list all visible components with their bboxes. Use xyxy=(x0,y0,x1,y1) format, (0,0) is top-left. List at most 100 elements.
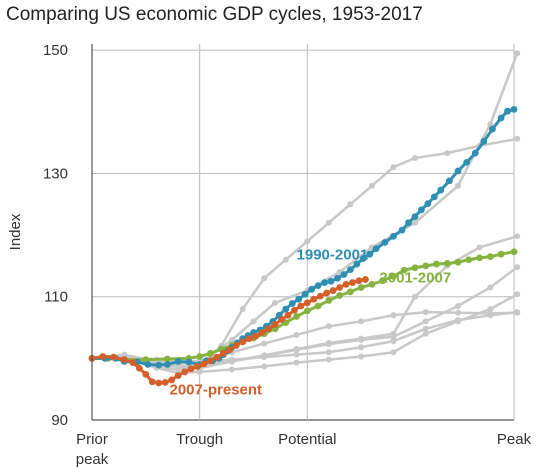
data-point-2007-present xyxy=(336,284,344,291)
data-point-2007-present xyxy=(110,353,117,361)
x-tick-label: Trough xyxy=(176,431,223,448)
series-label-1990-2001: 1990-2001 xyxy=(297,247,369,264)
data-point-1990-2001 xyxy=(144,361,152,368)
background-data-point xyxy=(325,349,332,356)
data-point-1990-2001 xyxy=(334,274,341,282)
data-point-2007-present xyxy=(168,376,176,384)
data-point-2001-2007 xyxy=(325,297,333,304)
background-data-point xyxy=(250,318,257,325)
background-data-point xyxy=(358,344,365,351)
data-point-2001-2007 xyxy=(411,264,419,272)
data-point-2007-present xyxy=(200,360,208,368)
data-point-1990-2001 xyxy=(418,206,425,214)
background-series xyxy=(89,50,521,377)
data-point-2007-present xyxy=(148,378,156,386)
data-point-1990-2001 xyxy=(346,266,354,273)
background-data-point xyxy=(514,233,521,240)
data-point-2007-present xyxy=(155,379,163,387)
y-tick-label: 90 xyxy=(51,412,68,429)
data-point-1990-2001 xyxy=(471,149,479,157)
data-point-1990-2001 xyxy=(327,277,335,285)
background-data-point xyxy=(261,340,268,347)
data-point-1990-2001 xyxy=(359,255,367,262)
data-point-1990-2001 xyxy=(430,193,438,201)
background-data-point xyxy=(196,368,203,375)
data-point-1990-2001 xyxy=(295,295,303,303)
data-point-2007-present xyxy=(278,316,285,323)
chart-title: Comparing US economic GDP cycles, 1953-2… xyxy=(6,4,423,25)
background-data-point xyxy=(347,201,354,208)
background-data-point xyxy=(455,309,462,316)
data-point-2001-2007 xyxy=(400,266,408,274)
data-point-2007-present xyxy=(329,287,337,294)
background-data-point xyxy=(293,359,300,366)
background-data-point xyxy=(487,284,494,291)
data-point-1990-2001 xyxy=(308,285,316,293)
background-data-point xyxy=(282,256,289,263)
data-point-2001-2007 xyxy=(510,248,518,256)
background-data-point xyxy=(422,309,429,316)
data-point-2001-2007 xyxy=(336,292,344,299)
background-data-point xyxy=(358,353,365,360)
data-point-2001-2007 xyxy=(422,262,430,270)
data-point-1990-2001 xyxy=(321,279,328,286)
data-point-1990-2001 xyxy=(282,305,290,313)
background-data-point xyxy=(293,346,300,353)
data-point-2007-present xyxy=(181,368,188,376)
data-point-2007-present xyxy=(239,338,247,346)
background-data-point xyxy=(228,366,235,373)
data-point-2007-present xyxy=(297,302,305,310)
data-point-2007-present xyxy=(135,364,143,372)
background-data-point xyxy=(455,182,462,189)
data-point-2001-2007 xyxy=(390,272,397,280)
data-point-1990-2001 xyxy=(340,271,348,278)
background-data-point xyxy=(239,306,246,313)
data-point-2007-present xyxy=(323,289,331,297)
background-data-point xyxy=(390,164,397,171)
data-point-2001-2007 xyxy=(207,350,214,357)
data-point-2007-present xyxy=(99,353,107,360)
data-point-2001-2007 xyxy=(357,284,365,291)
background-data-point xyxy=(422,330,429,337)
background-data-point xyxy=(325,323,332,330)
background-data-point xyxy=(293,351,300,358)
data-point-1990-2001 xyxy=(480,137,488,145)
data-point-2001-2007 xyxy=(379,277,387,285)
axes: 90 110 130 150 Prior peak Trough Potential Peak xyxy=(43,42,532,468)
background-data-point xyxy=(455,302,462,309)
background-data-point xyxy=(390,312,397,319)
data-point-2007-present xyxy=(245,335,253,343)
data-point-2007-present xyxy=(303,299,311,307)
data-point-2007-present xyxy=(290,306,298,314)
x-tick-label: Peak xyxy=(497,431,532,448)
data-point-2007-present xyxy=(342,280,350,288)
data-point-2007-present xyxy=(252,332,260,340)
data-point-2001-2007 xyxy=(454,258,462,266)
data-point-1990-2001 xyxy=(288,300,296,307)
y-tick-label: 150 xyxy=(43,42,68,59)
background-data-point xyxy=(411,219,418,226)
background-data-point xyxy=(411,155,418,162)
series-label-2001-2007: 2001-2007 xyxy=(379,270,451,287)
background-data-point xyxy=(390,338,397,345)
data-point-1990-2001 xyxy=(497,114,505,122)
background-data-point xyxy=(325,356,332,363)
background-data-point xyxy=(514,50,521,57)
background-series-line xyxy=(91,52,519,368)
background-series-line xyxy=(91,266,518,369)
background-data-point xyxy=(261,363,268,370)
background-series-line xyxy=(91,137,518,369)
data-point-2007-present xyxy=(265,325,272,333)
data-point-2001-2007 xyxy=(476,254,483,262)
background-data-point xyxy=(261,354,268,361)
data-point-2007-present xyxy=(310,295,318,303)
background-data-point xyxy=(514,291,521,298)
background-data-point xyxy=(304,238,311,245)
data-point-2007-present xyxy=(187,365,195,373)
data-point-1990-2001 xyxy=(398,226,406,234)
background-data-point xyxy=(390,349,397,356)
data-point-2001-2007 xyxy=(486,253,494,261)
data-point-2001-2007 xyxy=(443,260,451,267)
data-point-2007-present xyxy=(213,353,221,361)
